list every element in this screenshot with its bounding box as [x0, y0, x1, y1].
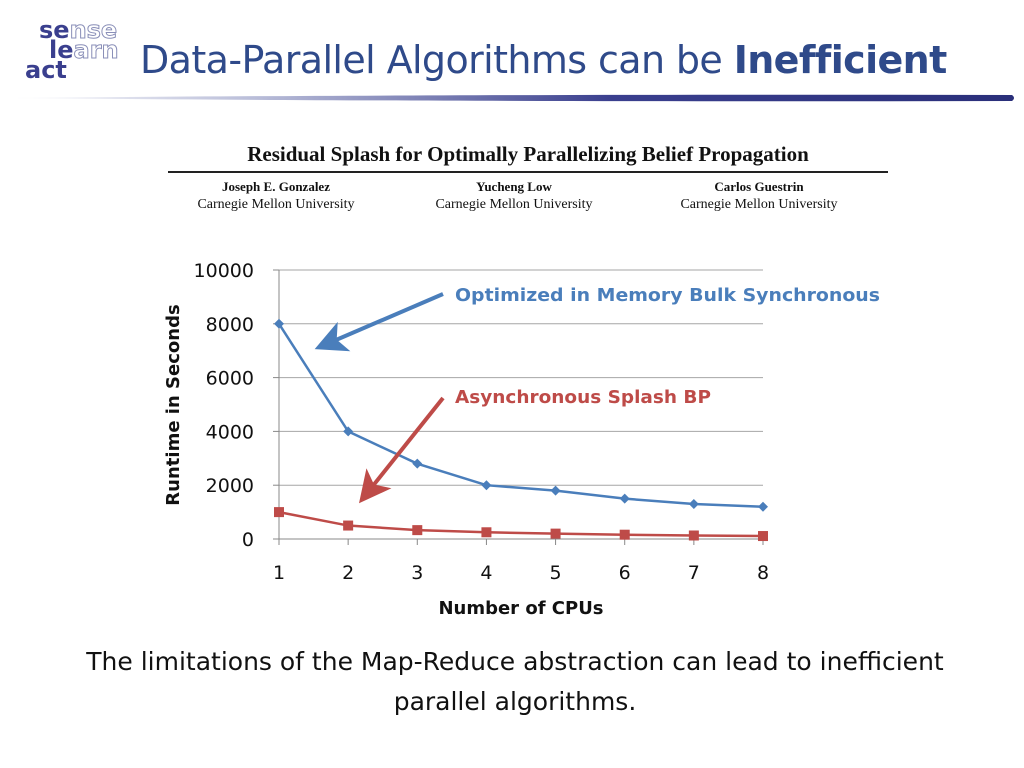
- x-tick-label: 4: [480, 562, 492, 584]
- annotation-arrow-splash-bp: [359, 396, 445, 504]
- logo-word-sense: sense: [39, 16, 118, 44]
- paper-header: Residual Splash for Optimally Paralleliz…: [168, 138, 888, 218]
- runtime-chart: 0 2000 4000 6000 8000 10000 1 2 3 4 5 6 7 8 Number of …: [163, 260, 880, 619]
- x-tick-label: 5: [550, 562, 562, 584]
- data-point: [274, 318, 284, 329]
- data-point: [274, 507, 284, 518]
- author-affiliation: Carnegie Mellon University: [680, 197, 838, 212]
- data-point: [550, 485, 561, 496]
- data-point: [412, 525, 423, 536]
- author-name: Yucheng Low: [476, 179, 552, 194]
- paper-title-rule: [168, 171, 888, 173]
- series-line-splash-bp: [278, 510, 764, 538]
- x-axis-title: Number of CPUs: [438, 598, 603, 619]
- x-tick-label: 7: [688, 562, 700, 584]
- data-point: [481, 527, 492, 538]
- data-point: [688, 530, 699, 541]
- x-tick-label: 3: [411, 562, 423, 584]
- slide-title-bold: Inefficient: [733, 38, 948, 82]
- author-name: Joseph E. Gonzalez: [222, 179, 330, 194]
- x-tick-label: 2: [342, 562, 354, 584]
- author-affiliation: Carnegie Mellon University: [435, 197, 593, 212]
- author-affiliation: Carnegie Mellon University: [197, 197, 355, 212]
- x-tick-label: 8: [757, 562, 769, 584]
- x-tick-label: 1: [273, 562, 285, 584]
- data-point: [758, 501, 768, 512]
- title-underline: [8, 94, 1014, 102]
- annotation-label-splash-bp: Asynchronous Splash BP: [455, 387, 711, 408]
- y-tick-label: 0: [242, 529, 254, 551]
- y-tick-label: 6000: [206, 368, 254, 390]
- logo: sense learn act: [22, 16, 132, 90]
- data-point: [343, 426, 354, 437]
- data-point: [758, 531, 768, 542]
- paper-title: Residual Splash for Optimally Paralleliz…: [247, 142, 809, 166]
- slide-title-normal: Data-Parallel Algorithms can be: [140, 38, 734, 82]
- x-tick-label: 6: [619, 562, 631, 584]
- data-point: [619, 529, 630, 540]
- y-tick-label: 4000: [206, 421, 254, 443]
- series-line-bulk-synchronous: [277, 323, 764, 508]
- data-point: [619, 493, 630, 504]
- author-block: Carlos Guestrin Carnegie Mellon Universi…: [639, 178, 879, 214]
- y-tick-label: 8000: [206, 314, 254, 336]
- annotation-arrow-bulk-synchronous: [314, 292, 444, 352]
- data-point: [412, 458, 423, 469]
- author-name: Carlos Guestrin: [714, 179, 804, 194]
- data-point: [481, 480, 492, 491]
- data-point: [550, 528, 561, 539]
- logo-word-learn: learn: [49, 36, 119, 64]
- logo-word-act: act: [25, 56, 67, 84]
- annotation-label-bulk-synchronous: Optimized in Memory Bulk Synchronous: [455, 285, 880, 306]
- author-block: Yucheng Low Carnegie Mellon University: [394, 178, 634, 214]
- y-axis-title: Runtime in Seconds: [163, 304, 184, 505]
- data-point: [343, 520, 354, 531]
- y-tick-label: 10000: [194, 260, 254, 282]
- author-block: Joseph E. Gonzalez Carnegie Mellon Unive…: [156, 178, 396, 214]
- slide-title: Data-Parallel Algorithms can be Ineffici…: [140, 38, 947, 82]
- slide-caption: The limitations of the Map-Reduce abstra…: [86, 647, 944, 716]
- y-tick-label: 2000: [206, 475, 254, 497]
- data-point: [688, 499, 699, 510]
